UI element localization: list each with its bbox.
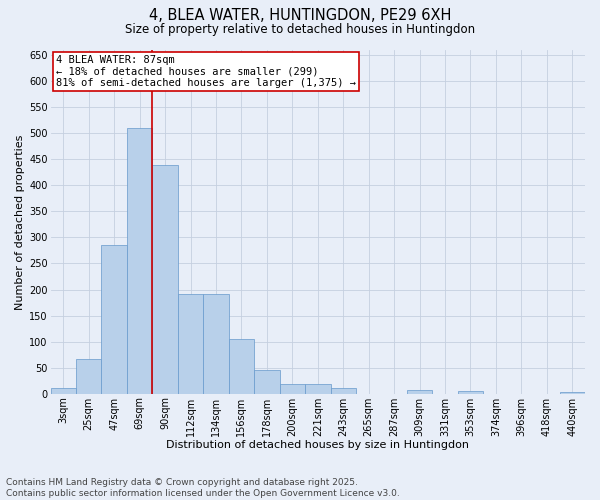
Bar	[305, 384, 331, 394]
Text: Contains HM Land Registry data © Crown copyright and database right 2025.
Contai: Contains HM Land Registry data © Crown c…	[6, 478, 400, 498]
Bar	[407, 390, 433, 394]
Bar	[76, 359, 101, 394]
Text: 4, BLEA WATER, HUNTINGDON, PE29 6XH: 4, BLEA WATER, HUNTINGDON, PE29 6XH	[149, 8, 451, 22]
Bar	[203, 294, 229, 394]
Bar	[560, 392, 585, 394]
Bar	[50, 388, 76, 394]
Bar	[101, 246, 127, 394]
Bar	[152, 164, 178, 394]
Y-axis label: Number of detached properties: Number of detached properties	[15, 134, 25, 310]
Text: 4 BLEA WATER: 87sqm
← 18% of detached houses are smaller (299)
81% of semi-detac: 4 BLEA WATER: 87sqm ← 18% of detached ho…	[56, 55, 356, 88]
Text: Size of property relative to detached houses in Huntingdon: Size of property relative to detached ho…	[125, 22, 475, 36]
Bar	[280, 384, 305, 394]
Bar	[331, 388, 356, 394]
Bar	[178, 294, 203, 394]
X-axis label: Distribution of detached houses by size in Huntingdon: Distribution of detached houses by size …	[166, 440, 469, 450]
Bar	[127, 128, 152, 394]
Bar	[458, 391, 483, 394]
Bar	[254, 370, 280, 394]
Bar	[229, 339, 254, 394]
